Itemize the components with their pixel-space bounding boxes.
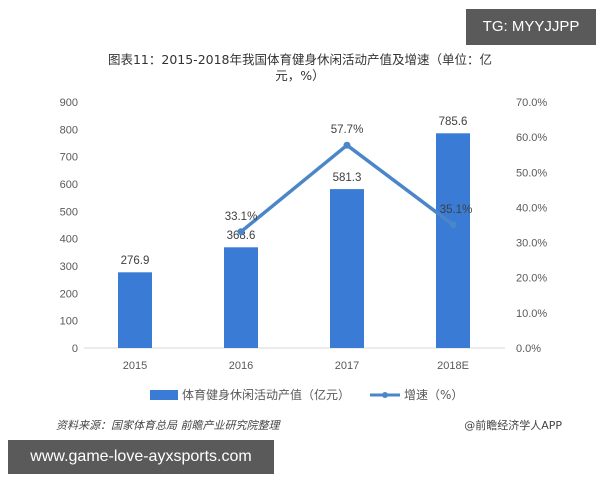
chart-title-line1: 图表11：2015-2018年我国体育健身休闲活动产值及增速（单位：亿 [107, 52, 493, 67]
chart-legend: 体育健身休闲活动产值（亿元） 增速（%） [150, 386, 463, 403]
data-source-note: 资料来源：国家体育总局 前瞻产业研究院整理 [56, 419, 280, 432]
left-tick: 300 [60, 261, 78, 273]
legend-bar-swatch-icon [150, 389, 178, 400]
left-axis: 0 100 200 300 400 500 600 700 800 900 [60, 97, 78, 355]
right-tick: 10.0% [516, 308, 547, 320]
bar-2018e [436, 133, 470, 348]
line-label-2017: 57.7% [331, 124, 364, 136]
bar-label-2015: 276.9 [121, 255, 150, 267]
line-point-2017 [343, 141, 351, 149]
category-label: 2016 [229, 360, 253, 372]
line-label-2016: 33.1% [225, 211, 258, 223]
category-label: 2015 [123, 360, 147, 372]
legend-line-marker-icon [370, 391, 401, 398]
bar-label-2018e: 785.6 [439, 116, 468, 128]
legend-line-label: 增速（%） [404, 388, 464, 402]
left-tick: 200 [60, 288, 78, 300]
bar-2017 [330, 189, 364, 348]
right-tick: 20.0% [516, 273, 547, 285]
right-tick: 0.0% [516, 343, 541, 355]
category-label: 2018E [437, 360, 469, 372]
left-tick: 600 [60, 179, 78, 191]
legend-item-line: 增速（%） [370, 386, 463, 403]
left-tick: 100 [60, 316, 78, 328]
url-watermark-badge: www.game-love-ayxsports.com [8, 440, 274, 474]
right-axis: 0.0% 10.0% 20.0% 30.0% 40.0% 50.0% 60.0%… [516, 97, 547, 355]
left-tick: 700 [60, 152, 78, 164]
credit-note: @前瞻经济学人APP [464, 419, 562, 432]
left-tick: 0 [72, 343, 78, 355]
right-tick: 50.0% [516, 167, 547, 179]
bar-2015 [118, 272, 152, 348]
left-tick: 900 [60, 97, 78, 109]
right-tick: 40.0% [516, 202, 547, 214]
right-tick: 70.0% [516, 97, 547, 109]
line-label-2018e: 35.1% [440, 204, 473, 216]
left-tick: 800 [60, 124, 78, 136]
tg-watermark-badge: TG: MYYJJPP [466, 9, 596, 45]
legend-item-bar: 体育健身休闲活动产值（亿元） [150, 386, 350, 403]
left-tick: 400 [60, 234, 78, 246]
right-tick: 60.0% [516, 132, 547, 144]
left-tick: 500 [60, 206, 78, 218]
bar-series [118, 133, 470, 348]
legend-bar-label: 体育健身休闲活动产值（亿元） [182, 388, 351, 402]
bar-2016 [224, 247, 258, 348]
line-series [237, 141, 457, 236]
bar-label-2017: 581.3 [333, 172, 362, 184]
category-label: 2017 [335, 360, 359, 372]
bar-label-2016: 368.6 [227, 230, 256, 242]
line-point-2018e [449, 221, 457, 229]
right-tick: 30.0% [516, 238, 547, 250]
chart-title: 图表11：2015-2018年我国体育健身休闲活动产值及增速（单位：亿 元，%） [60, 52, 540, 84]
chart-title-line2: 元，%） [275, 68, 325, 83]
line-point-2016 [237, 228, 245, 236]
